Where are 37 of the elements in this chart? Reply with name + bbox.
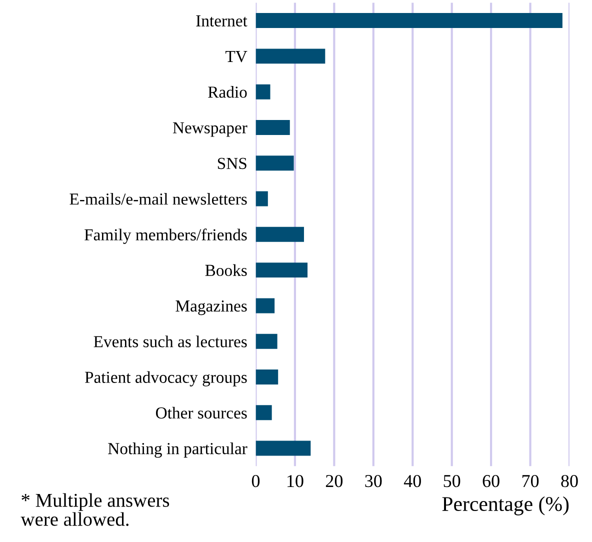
y-tick-label: Magazines [176,300,247,316]
y-tick-label: Other sources [156,406,247,419]
bar [256,191,268,206]
bar [256,13,562,28]
bar [256,334,278,349]
y-tick-label: Events such as lectures [94,336,247,348]
bar [256,262,308,278]
bar [256,156,294,171]
x-tick-label: 50 [444,474,460,488]
y-tick-label: Newspaper [172,122,248,137]
x-tick-label: 20 [326,474,343,488]
x-tick-label: 70 [522,474,539,488]
bar [256,226,304,242]
x-tick-label: 30 [365,474,382,488]
bar [256,120,290,135]
x-tick-label: 80 [561,474,578,488]
x-tick-label: 10 [288,474,304,488]
bar [256,440,311,456]
y-tick-label: Nothing in particular [108,442,248,458]
bar [256,370,278,384]
y-tick-label: SNS [218,158,246,170]
x-axis-title: Percentage (%) [442,496,569,516]
text: * Multiple answers were allowed. [20,493,170,526]
y-tick-label: Radio [208,86,247,98]
bar [256,48,326,64]
bar [256,405,272,420]
y-tick-label: E-mails/e-mail newsletters [70,192,247,205]
y-tick-label: Books [205,264,247,276]
y-tick-label: TV [225,51,248,62]
x-tick-label: 0 [252,474,260,488]
bar [256,84,270,100]
x-tick-label: 40 [404,474,421,488]
x-tick-label: 60 [482,474,500,488]
y-tick-label: Family members/friends [84,228,247,244]
y-tick-label: Internet [196,15,248,26]
bar [256,298,275,314]
y-tick-label: Patient advocacy groups [84,371,247,386]
